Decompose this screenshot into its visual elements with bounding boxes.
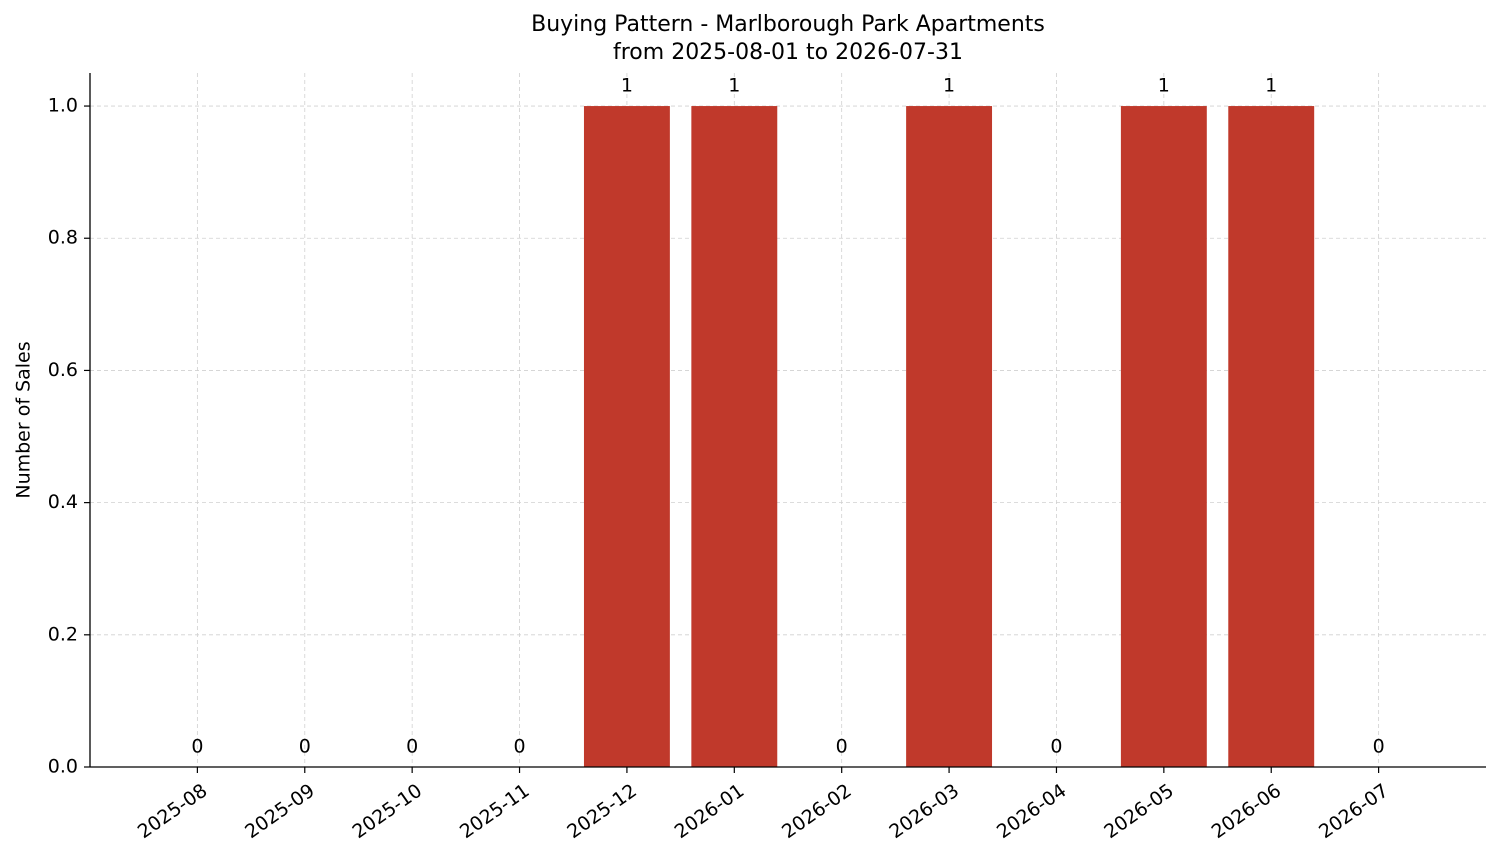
- y-tick-label: 0.0: [48, 756, 78, 778]
- x-tick-label: 2026-02: [778, 780, 856, 844]
- y-tick-label: 1.0: [48, 95, 78, 117]
- chart-subtitle: from 2025-08-01 to 2026-07-31: [613, 40, 963, 65]
- x-tick-label: 2026-03: [885, 780, 963, 844]
- value-label: 0: [191, 736, 203, 758]
- bar: [1228, 106, 1315, 768]
- y-tick-label: 0.8: [48, 227, 78, 249]
- y-tick-label: 0.6: [48, 359, 78, 381]
- x-tick-label: 2026-01: [671, 780, 749, 844]
- bar: [1120, 106, 1207, 768]
- value-label: 0: [1050, 736, 1062, 758]
- x-tick-label: 2026-05: [1100, 780, 1178, 844]
- x-tick-label: 2025-11: [456, 780, 534, 844]
- value-label: 0: [1373, 736, 1385, 758]
- value-label: 1: [1265, 75, 1277, 97]
- y-tick-label: 0.4: [48, 491, 78, 513]
- x-tick-label: 2025-08: [134, 780, 212, 844]
- x-tick-label: 2026-04: [993, 780, 1071, 844]
- x-tick-label: 2025-10: [349, 780, 427, 844]
- x-tick-label: 2025-09: [241, 780, 319, 844]
- value-label: 1: [728, 75, 740, 97]
- chart-title: Buying Pattern - Marlborough Park Apartm…: [531, 12, 1045, 37]
- y-tick-label: 0.2: [48, 623, 78, 645]
- x-tick-label: 2026-07: [1315, 780, 1393, 844]
- value-label: 1: [943, 75, 955, 97]
- value-label: 1: [621, 75, 633, 97]
- value-label: 0: [299, 736, 311, 758]
- bar: [583, 106, 670, 768]
- x-tick-label: 2025-12: [563, 780, 641, 844]
- value-label: 0: [836, 736, 848, 758]
- x-tick-label: 2026-06: [1208, 780, 1286, 844]
- bar: [906, 106, 993, 768]
- bar: [691, 106, 778, 768]
- value-label: 0: [513, 736, 525, 758]
- value-label: 1: [1158, 75, 1170, 97]
- y-axis-label: Number of Sales: [13, 341, 35, 498]
- value-label: 0: [406, 736, 418, 758]
